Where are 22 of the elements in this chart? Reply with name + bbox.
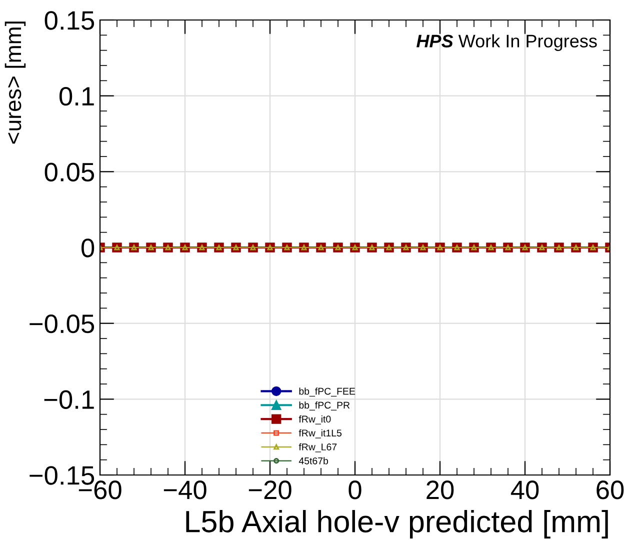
y-tick-label: 0.1: [59, 86, 94, 106]
x-tick-label: 0: [348, 480, 362, 500]
x-axis-title: L5b Axial hole-v predicted [mm]: [186, 510, 608, 538]
legend-label: bb_fPC_PR: [299, 401, 350, 410]
y-axis-title: <ures> [mm]: [4, 22, 26, 144]
annotation: HPS: [416, 34, 454, 48]
y-tick-label: 0.15: [44, 11, 94, 30]
x-tick-label: 60: [596, 480, 624, 500]
x-tick-label: −20: [248, 480, 292, 500]
legend-label: fRw_it1L5: [298, 429, 342, 438]
annotation: Work In Progress: [458, 34, 597, 52]
legend-label: fRw_L67: [298, 443, 337, 452]
legend-label: bb_fPC_FEE: [299, 388, 356, 397]
y-tick-label: −0.05: [30, 314, 94, 334]
y-tick-label: −0.1: [44, 390, 94, 409]
y-tick-label: 0.05: [44, 162, 94, 182]
legend-label: 45t67b: [298, 457, 328, 464]
legend-label: fRw_it0: [298, 415, 331, 424]
y-tick-label: 0: [81, 238, 94, 258]
x-tick-label: −40: [164, 480, 206, 500]
x-tick-label: 20: [426, 480, 454, 500]
x-tick-label: 40: [510, 480, 539, 500]
